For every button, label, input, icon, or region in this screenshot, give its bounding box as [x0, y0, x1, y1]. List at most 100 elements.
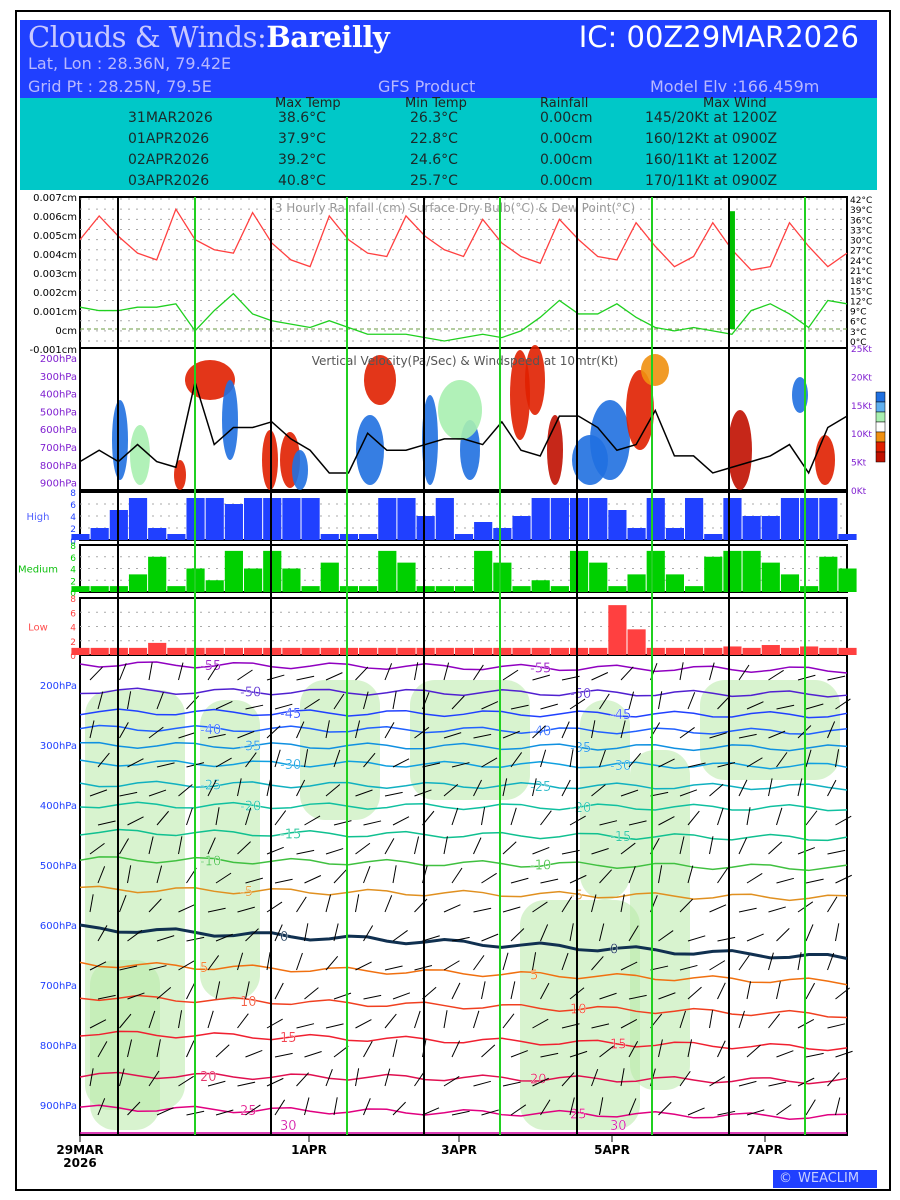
wind-barb: [304, 923, 309, 942]
x-tick-label: 29MAR: [56, 1143, 103, 1157]
wind-barb: [333, 820, 352, 826]
wind-barb: [156, 810, 169, 826]
wind-barb: [148, 1010, 156, 1029]
colorbar-swatch: [875, 451, 886, 463]
temp-tick: 33°C: [850, 226, 872, 236]
summary-date: 31MAR2026: [128, 110, 213, 126]
wind-barb: [127, 758, 144, 768]
wind-barb: [738, 1010, 745, 1029]
wind-tick: 5Kt: [851, 459, 867, 469]
cloud-bar: [167, 534, 186, 540]
wind-barb: [540, 749, 547, 768]
wind-barb: [127, 691, 132, 710]
summary-rain: 0.00cm: [540, 131, 593, 147]
wind-barb: [835, 874, 852, 884]
vertical-velocity-contour: [641, 354, 669, 386]
wind-barb: [148, 662, 153, 681]
cloud-bar: [512, 647, 531, 655]
wind-barb: [776, 807, 783, 826]
wind-barb: [414, 836, 420, 855]
rain-tick: 0.006cm: [33, 212, 77, 223]
wind-barb: [709, 732, 727, 739]
cloud-tick: 4: [70, 566, 76, 576]
wind-barb: [363, 1041, 373, 1058]
wind-barb: [178, 732, 196, 739]
wind-barb: [296, 896, 307, 913]
wind-barb: [768, 952, 774, 971]
cloud-bar: [685, 647, 704, 655]
wind-barb: [414, 1010, 421, 1029]
isotherm-line: [79, 780, 848, 791]
wind-barb: [127, 865, 132, 884]
wind-barb: [628, 820, 647, 826]
cloud-bar: [224, 504, 243, 540]
wind-barb: [687, 810, 700, 826]
wind-barb: [797, 778, 803, 797]
wind-barb: [355, 1019, 372, 1029]
wind-barb: [355, 961, 372, 971]
cloud-bar: [359, 586, 378, 592]
col-rainfall: Rainfall: [540, 96, 589, 111]
wind-barb: [392, 930, 408, 942]
wind-barb: [245, 1049, 263, 1058]
wind-barb: [591, 956, 604, 971]
wind-barb: [384, 1013, 397, 1029]
summary-max: 38.6°C: [278, 110, 326, 126]
cloud-bar: [263, 498, 282, 540]
vertical-velocity-contour: [815, 435, 835, 485]
cloud-tick: 4: [70, 624, 76, 634]
vertical-velocity-contour: [728, 410, 752, 490]
cloud-bar: [512, 516, 531, 540]
wind-barb: [304, 749, 309, 768]
wind-barb: [620, 894, 625, 913]
wind-barb: [797, 1077, 815, 1087]
wind-barb: [776, 981, 781, 1000]
cloud-bar: [454, 647, 474, 655]
wind-barb: [599, 693, 610, 710]
wind-barb: [422, 1107, 440, 1116]
pressure-tick: 200hPa: [40, 354, 77, 365]
wind-barb: [148, 789, 167, 797]
wind-barb: [363, 820, 382, 826]
wind-barb: [717, 867, 729, 884]
wind-barb: [266, 1018, 283, 1029]
isotherm-label: -20: [240, 800, 261, 815]
wind-barb: [89, 961, 107, 971]
wind-barb: [510, 1104, 527, 1116]
wind-barb: [835, 1097, 841, 1116]
wind-barb: [156, 935, 175, 942]
wind-barb: [510, 928, 525, 942]
isotherm-label: -10: [200, 854, 221, 869]
cloud-bar: [301, 647, 320, 655]
cloud-bar: [589, 647, 608, 655]
isotherm-line: [79, 759, 848, 770]
wind-barb: [325, 720, 330, 739]
wind-barb: [620, 789, 639, 797]
humidity-shading: [90, 960, 160, 1130]
wind-barb: [274, 810, 287, 826]
wind-barb: [569, 1050, 588, 1058]
wind-barb: [414, 726, 430, 739]
summary-date: 01APR2026: [128, 131, 210, 147]
wind-barb: [717, 762, 736, 768]
cloud-bar: [493, 528, 512, 540]
cloud-bar: [71, 534, 90, 540]
wind-barb: [215, 757, 232, 768]
isotherm-line: [79, 923, 848, 960]
cloud-tick: 8: [70, 489, 76, 499]
wind-barb: [805, 1099, 816, 1116]
wind-barb: [451, 1040, 461, 1058]
wind-barb: [89, 842, 105, 855]
isotherm-label: 20: [200, 1070, 217, 1085]
cloud-tick: 0: [70, 589, 76, 599]
vertical-velocity-contour: [422, 395, 438, 485]
wind-barb: [363, 752, 376, 768]
wind-barb: [274, 878, 293, 884]
isotherm-label: -35: [570, 741, 591, 756]
wind-barb: [119, 791, 138, 797]
wind-barb: [540, 1052, 559, 1058]
cloud-bar: [167, 586, 186, 592]
wind-barb: [510, 1050, 528, 1058]
wind-barb: [178, 960, 195, 971]
wind-barb: [502, 952, 509, 971]
